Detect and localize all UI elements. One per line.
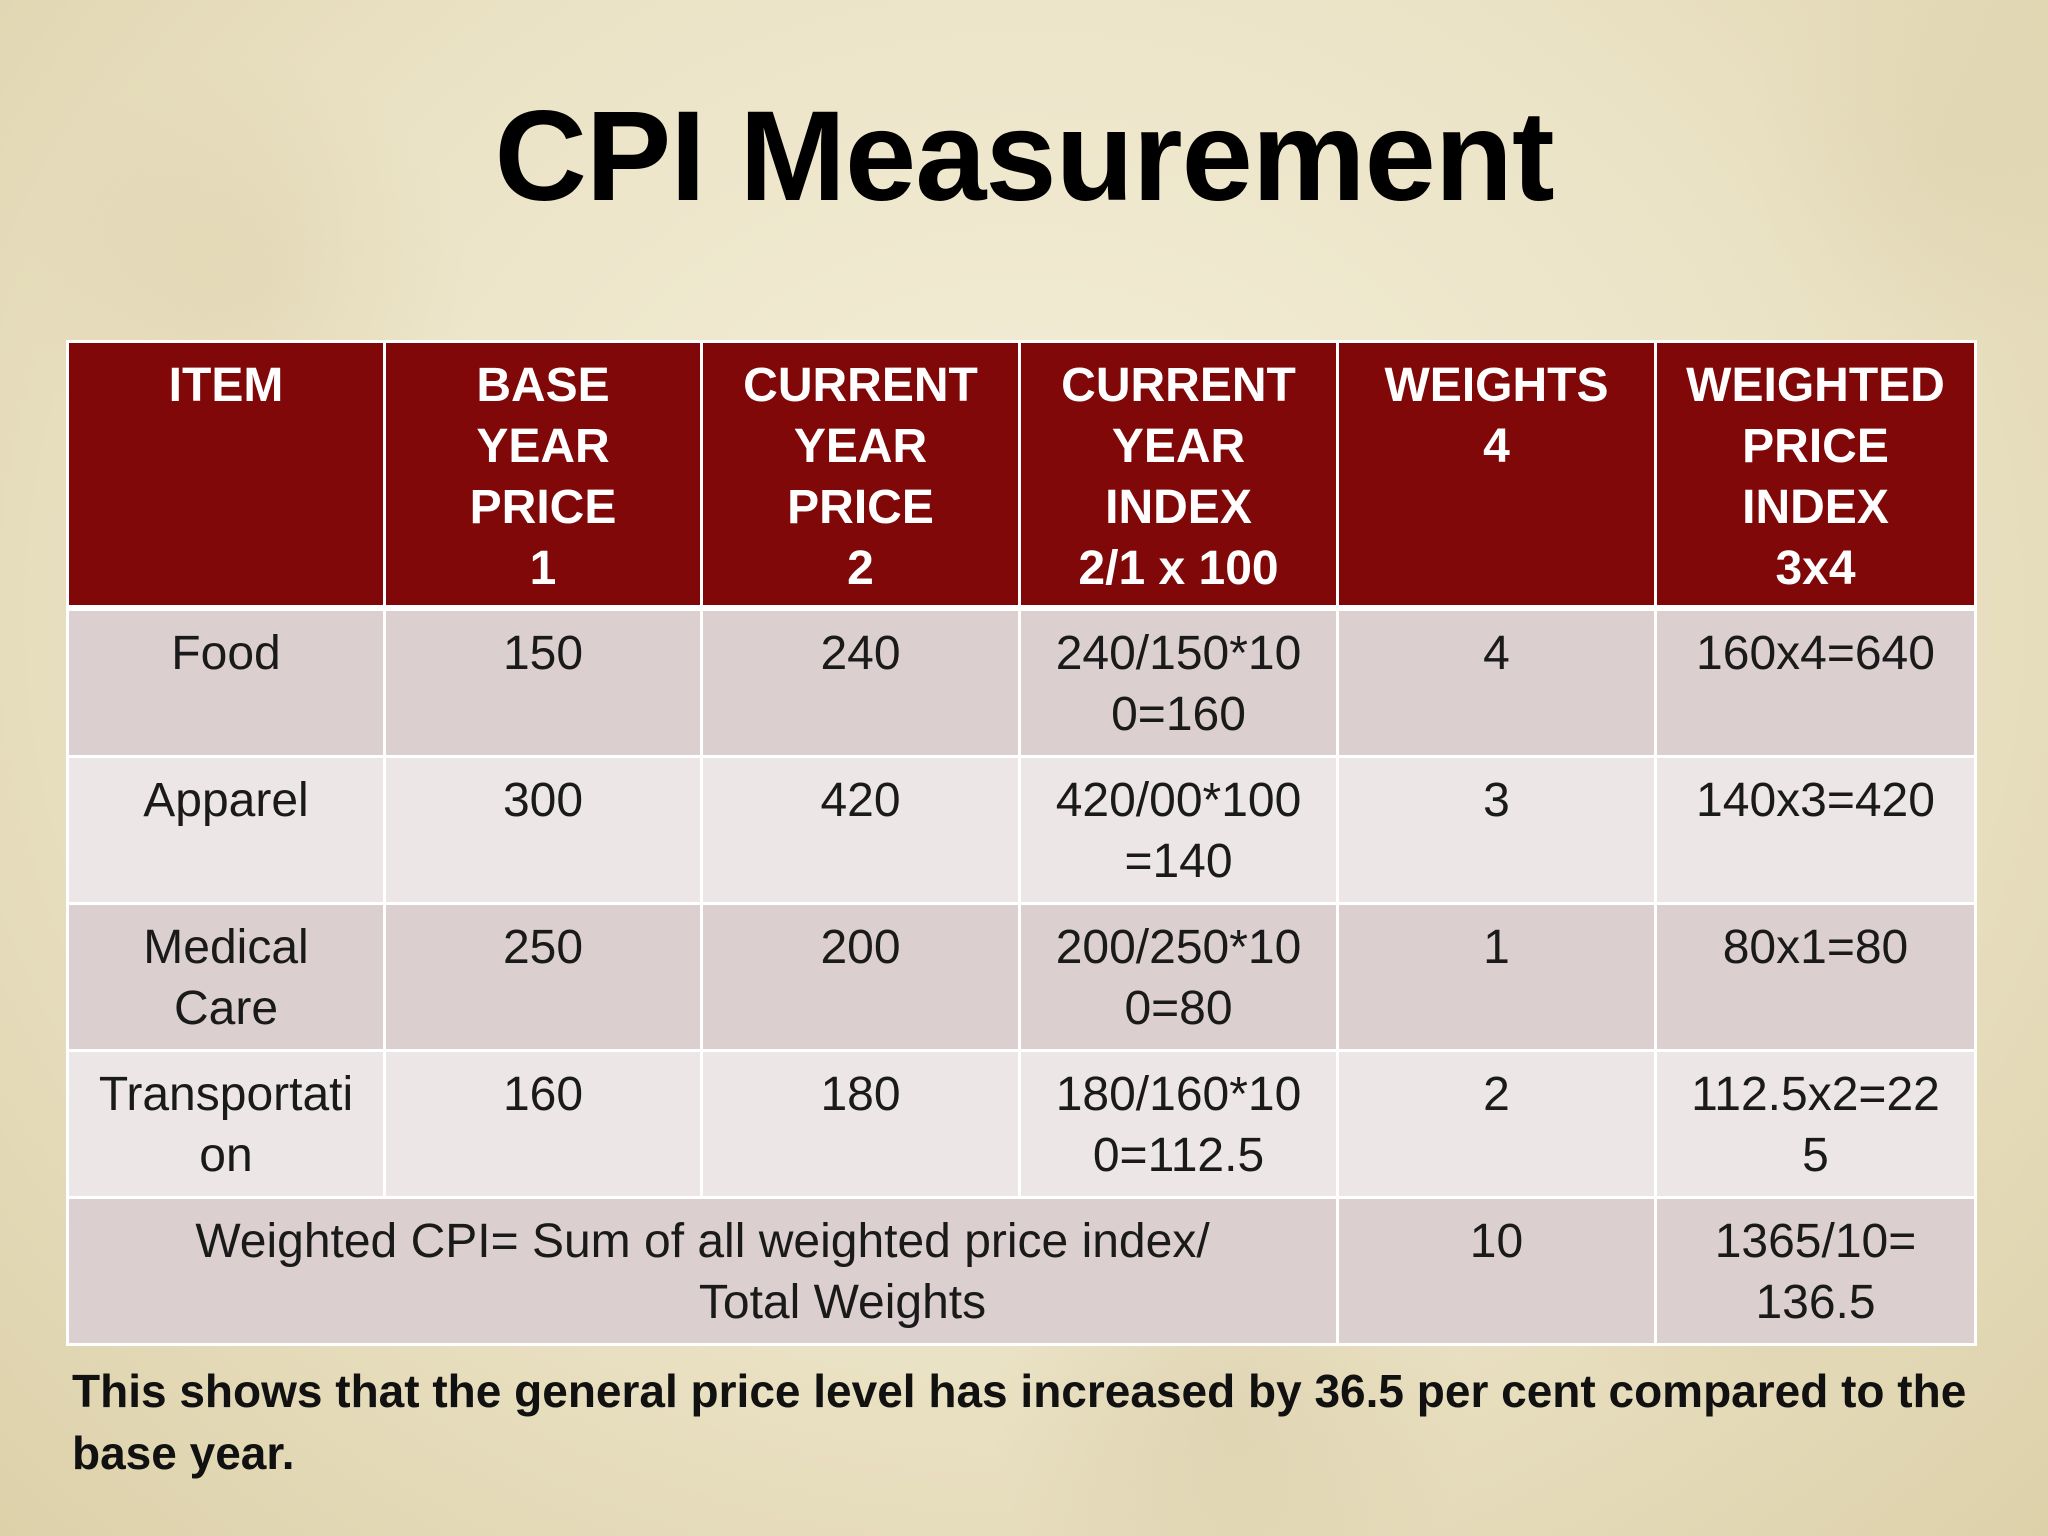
cell-weight: 4 xyxy=(1336,606,1657,758)
total-row: Weighted CPI= Sum of all weighted price … xyxy=(66,1196,1977,1346)
conclusion-text: This shows that the general price level … xyxy=(72,1365,1967,1479)
header-weighted-price-index: WEIGHTED PRICE INDEX 3x4 xyxy=(1654,340,1977,611)
cell-item: Medical Care xyxy=(66,902,386,1052)
cell-current-price: 240 xyxy=(700,606,1021,758)
cell-weighted-index: 160x4=640 xyxy=(1654,606,1977,758)
total-label-line2: Total Weights xyxy=(698,1276,987,1329)
cell-base-price: 160 xyxy=(383,1049,703,1199)
cell-weighted-index: 112.5x2=22 5 xyxy=(1654,1049,1977,1199)
table-row: Food 150 240 240/150*10 0=160 4 160x4=64… xyxy=(66,606,1977,758)
cell-weight: 3 xyxy=(1336,755,1657,905)
cell-weighted-index: 80x1=80 xyxy=(1654,902,1977,1052)
cell-base-price: 150 xyxy=(383,606,703,758)
cell-base-price: 250 xyxy=(383,902,703,1052)
cell-base-price: 300 xyxy=(383,755,703,905)
cell-current-index: 180/160*10 0=112.5 xyxy=(1018,1049,1339,1199)
cpi-table: ITEM BASE YEAR PRICE 1 CURRENT YEAR PRIC… xyxy=(66,340,1977,1346)
cell-current-index: 200/250*10 0=80 xyxy=(1018,902,1339,1052)
table-row: Apparel 300 420 420/00*100 =140 3 140x3=… xyxy=(66,755,1977,905)
total-weight-cell: 10 xyxy=(1336,1196,1657,1346)
table-row: Transportati on 160 180 180/160*10 0=112… xyxy=(66,1049,1977,1199)
cell-weight: 1 xyxy=(1336,902,1657,1052)
header-current-year-index: CURRENT YEAR INDEX 2/1 x 100 xyxy=(1018,340,1339,611)
total-label-line1: Weighted CPI= Sum of all weighted price … xyxy=(195,1215,1210,1268)
cell-current-index: 420/00*100 =140 xyxy=(1018,755,1339,905)
cell-current-price: 420 xyxy=(700,755,1021,905)
cell-current-price: 200 xyxy=(700,902,1021,1052)
cell-weight: 2 xyxy=(1336,1049,1657,1199)
slide-title: CPI Measurement xyxy=(494,85,1554,228)
header-base-year-price: BASE YEAR PRICE 1 xyxy=(383,340,703,611)
table-header-row: ITEM BASE YEAR PRICE 1 CURRENT YEAR PRIC… xyxy=(66,340,1977,611)
cell-current-price: 180 xyxy=(700,1049,1021,1199)
table-row: Medical Care 250 200 200/250*10 0=80 1 8… xyxy=(66,902,1977,1052)
header-weights: WEIGHTS 4 xyxy=(1336,340,1657,611)
header-item: ITEM xyxy=(66,340,386,611)
cell-weighted-index: 140x3=420 xyxy=(1654,755,1977,905)
cell-item: Transportati on xyxy=(66,1049,386,1199)
header-current-year-price: CURRENT YEAR PRICE 2 xyxy=(700,340,1021,611)
cell-current-index: 240/150*10 0=160 xyxy=(1018,606,1339,758)
total-result-cell: 1365/10= 136.5 xyxy=(1654,1196,1977,1346)
cell-item: Apparel xyxy=(66,755,386,905)
cell-item: Food xyxy=(66,606,386,758)
total-label-cell: Weighted CPI= Sum of all weighted price … xyxy=(66,1196,1339,1346)
